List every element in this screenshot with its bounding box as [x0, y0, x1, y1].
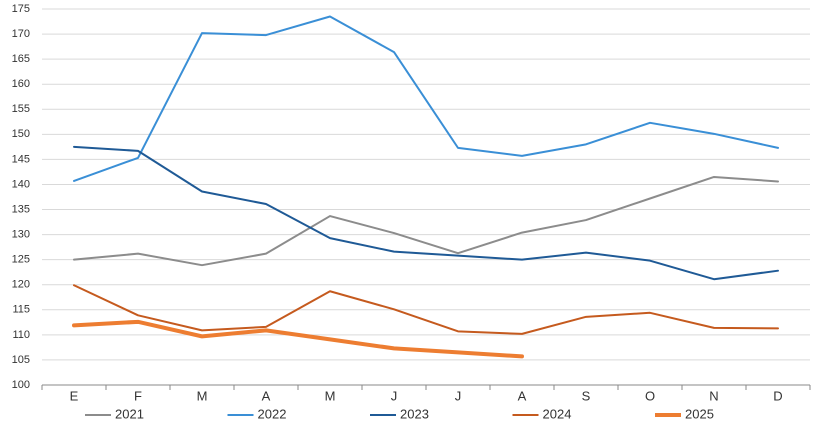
x-tick-label: A [262, 388, 271, 403]
legend-label: 2023 [400, 406, 429, 421]
y-tick-label: 130 [12, 229, 30, 241]
y-tick-label: 105 [12, 354, 30, 366]
y-tick-label: 175 [12, 3, 30, 15]
y-tick-label: 160 [12, 78, 30, 90]
series-line [73, 175, 779, 267]
y-tick-label: 100 [12, 379, 30, 391]
x-tick-label: D [773, 388, 782, 403]
y-tick-label: 110 [12, 329, 30, 341]
legend-label: 2025 [685, 406, 714, 421]
x-tick-label: F [134, 388, 142, 403]
series-line [72, 319, 524, 359]
y-tick-label: 170 [12, 28, 30, 40]
y-tick-label: 120 [12, 279, 30, 291]
x-tick-label: J [391, 388, 398, 403]
x-tick-label: O [645, 388, 655, 403]
x-tick-label: M [197, 388, 208, 403]
y-tick-label: 115 [12, 304, 30, 316]
series-line [73, 284, 779, 335]
legend-label: 2024 [543, 406, 572, 421]
y-tick-label: 140 [12, 178, 30, 190]
y-tick-label: 125 [12, 254, 30, 266]
y-tick-label: 150 [12, 128, 30, 140]
series-line [73, 15, 779, 182]
y-tick-label: 155 [12, 103, 30, 115]
x-tick-label: S [582, 388, 591, 403]
y-tick-label: 135 [12, 203, 30, 215]
x-tick-label: E [70, 388, 79, 403]
legend-label: 2021 [115, 406, 144, 421]
y-tick-label: 145 [12, 153, 30, 165]
x-tick-label: A [518, 388, 527, 403]
x-tick-label: N [709, 388, 718, 403]
y-tick-label: 165 [12, 53, 30, 65]
series-line [73, 145, 779, 281]
x-tick-label: J [455, 388, 462, 403]
legend-label: 2022 [258, 406, 287, 421]
x-tick-label: M [325, 388, 336, 403]
